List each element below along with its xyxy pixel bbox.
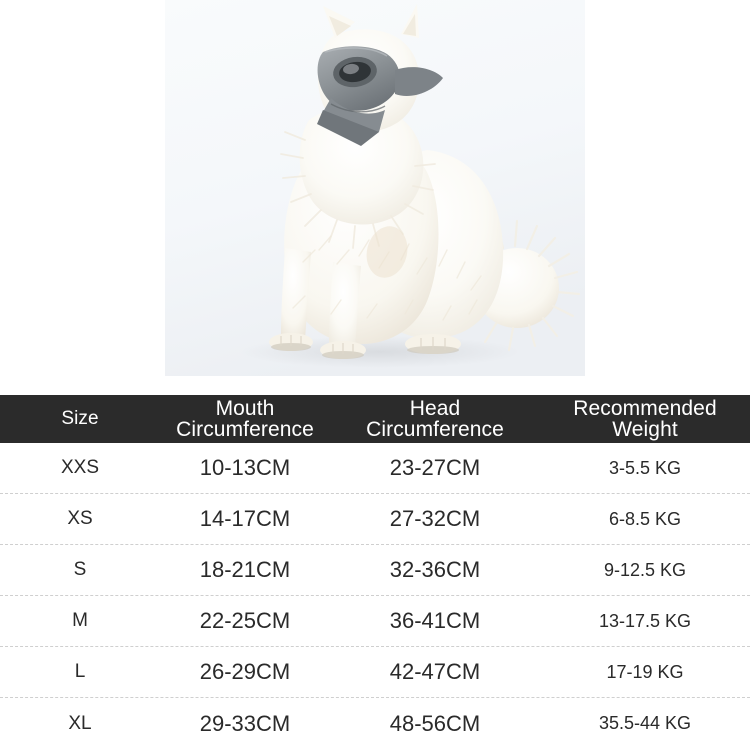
column-header-weight-line2: Weight [612, 418, 678, 441]
product-photo-block [165, 0, 585, 376]
cell-mouth: 22-25CM [199, 608, 291, 633]
cell-weight: 3-5.5 KG [608, 457, 682, 478]
size-chart-table: Size Mouth Circumference Head Circumfere… [0, 395, 750, 750]
table-row: L 26-29CM 42-47CM 17-19 KG [0, 647, 750, 698]
cell-weight: 35.5-44 KG [598, 713, 692, 733]
table-row: S 18-21CM 32-36CM 9-12.5 KG [0, 545, 750, 596]
cell-weight: 17-19 KG [606, 661, 684, 682]
column-header-head-circumference: Head Circumference [330, 395, 540, 443]
cell-head: 27-32CM [389, 506, 481, 531]
cell-weight: 9-12.5 KG [603, 559, 687, 580]
cell-head: 42-47CM [389, 659, 481, 684]
column-header-head-line2: Circumference [366, 418, 504, 441]
cell-size: L [74, 661, 86, 682]
column-header-size: Size [0, 395, 160, 443]
cell-weight: 13-17.5 KG [598, 610, 692, 631]
cell-head: 48-56CM [389, 710, 481, 736]
cell-size: S [73, 559, 87, 580]
column-header-head-line1: Head [409, 396, 461, 420]
cell-size: XS [67, 508, 93, 529]
table-header-row: Size Mouth Circumference Head Circumfere… [0, 395, 750, 443]
table-body: XXS 10-13CM 23-27CM 3-5.5 KG XS 14-17CM … [0, 443, 750, 749]
table-row: XL 29-33CM 48-56CM 35.5-44 KG [0, 698, 750, 749]
column-header-weight-line1: Recommended [573, 396, 717, 420]
table-row: XS 14-17CM 27-32CM 6-8.5 KG [0, 494, 750, 545]
table-row: XXS 10-13CM 23-27CM 3-5.5 KG [0, 443, 750, 494]
cell-mouth: 29-33CM [199, 710, 291, 736]
column-header-size-line1: Size [61, 408, 99, 430]
column-header-mouth-line1: Mouth [215, 396, 275, 420]
column-header-mouth-circumference: Mouth Circumference [160, 395, 330, 443]
cell-size: XXS [60, 457, 100, 478]
cell-size: M [72, 610, 88, 631]
cell-mouth: 26-29CM [199, 659, 291, 684]
cell-head: 32-36CM [389, 557, 481, 582]
cell-mouth: 18-21CM [199, 557, 291, 582]
dog-muzzle-product [317, 46, 443, 146]
table-row: M 22-25CM 36-41CM 13-17.5 KG [0, 596, 750, 647]
column-header-recommended-weight: Recommended Weight [540, 395, 750, 443]
column-header-mouth-line2: Circumference [176, 418, 314, 441]
product-photo [165, 0, 585, 376]
cell-mouth: 14-17CM [199, 506, 291, 531]
cell-size: XL [68, 712, 92, 734]
cell-weight: 6-8.5 KG [608, 508, 682, 529]
cell-head: 36-41CM [389, 608, 481, 633]
cell-mouth: 10-13CM [199, 455, 291, 480]
cell-head: 23-27CM [389, 455, 481, 480]
